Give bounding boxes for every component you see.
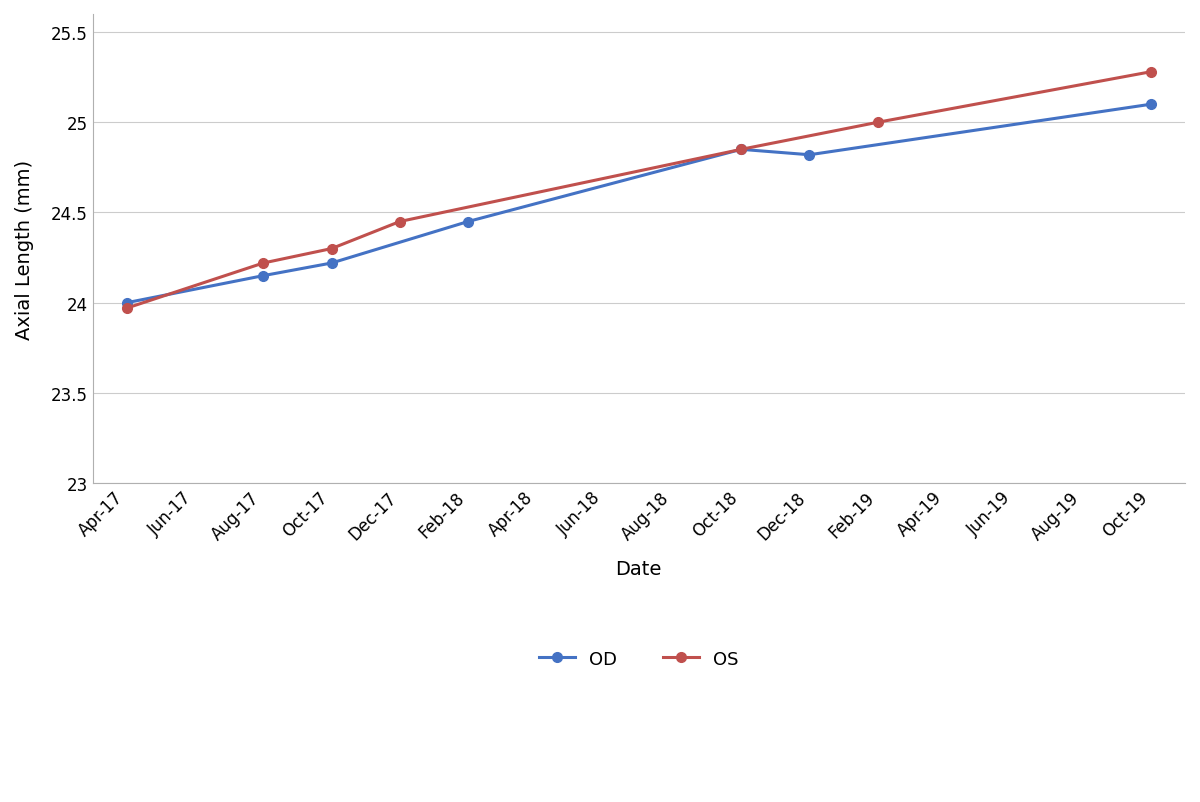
X-axis label: Date: Date (616, 560, 662, 579)
OS (256, 259, 270, 269)
OD (734, 145, 749, 155)
Line: OD: OD (122, 100, 1156, 308)
OS (1144, 68, 1158, 78)
OS (324, 245, 338, 254)
OD (803, 151, 817, 160)
OD (256, 272, 270, 282)
Line: OS: OS (122, 68, 1156, 314)
OS (734, 145, 749, 155)
Legend: OD, OS: OD, OS (532, 642, 746, 675)
OS (870, 119, 884, 128)
OD (324, 259, 338, 269)
Y-axis label: Axial Length (mm): Axial Length (mm) (14, 160, 34, 339)
OS (392, 217, 407, 227)
OD (120, 298, 134, 308)
OS (120, 304, 134, 314)
OD (461, 217, 475, 227)
OD (1144, 100, 1158, 110)
